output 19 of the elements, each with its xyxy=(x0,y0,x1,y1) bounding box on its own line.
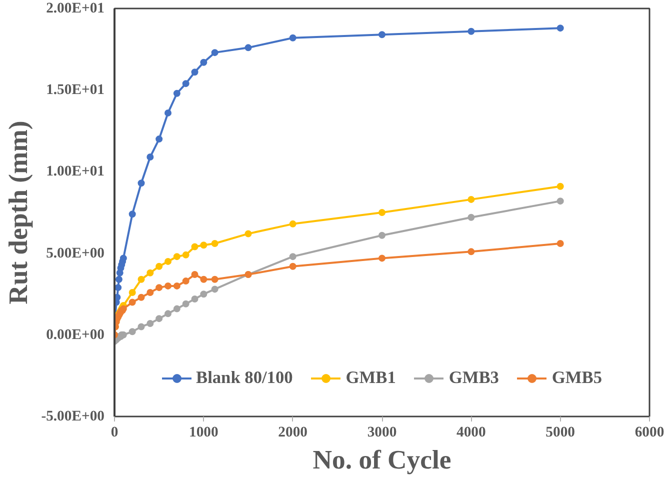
x-tick-label: 3000 xyxy=(367,424,397,440)
y-tick-label: 0.00E+00 xyxy=(46,326,105,343)
y-tick-label: 2.00E+01 xyxy=(46,0,105,16)
y-tick-label: -5.00E+00 xyxy=(41,408,104,424)
x-tick-label: 2000 xyxy=(278,424,308,440)
y-tick-label: 5.00E+00 xyxy=(46,245,105,262)
x-tick-label: 6000 xyxy=(634,424,664,440)
legend-label: GMB1 xyxy=(346,368,396,388)
legend-label: Blank 80/100 xyxy=(196,368,293,388)
y-tick-label: 1.50E+01 xyxy=(46,82,105,98)
x-tick-label: 5000 xyxy=(546,424,575,440)
legend-label: GMB3 xyxy=(448,368,499,388)
y-tick-label: 1.00E+01 xyxy=(46,164,105,180)
x-tick-label: 1000 xyxy=(189,424,218,440)
x-axis-title: No. of Cycle xyxy=(312,444,452,474)
x-tick-label: 4000 xyxy=(456,424,486,440)
legend-label: GMB5 xyxy=(552,368,602,388)
x-tick-label: 0 xyxy=(110,424,118,440)
y-axis-title: Rut depth (mm) xyxy=(3,120,34,304)
